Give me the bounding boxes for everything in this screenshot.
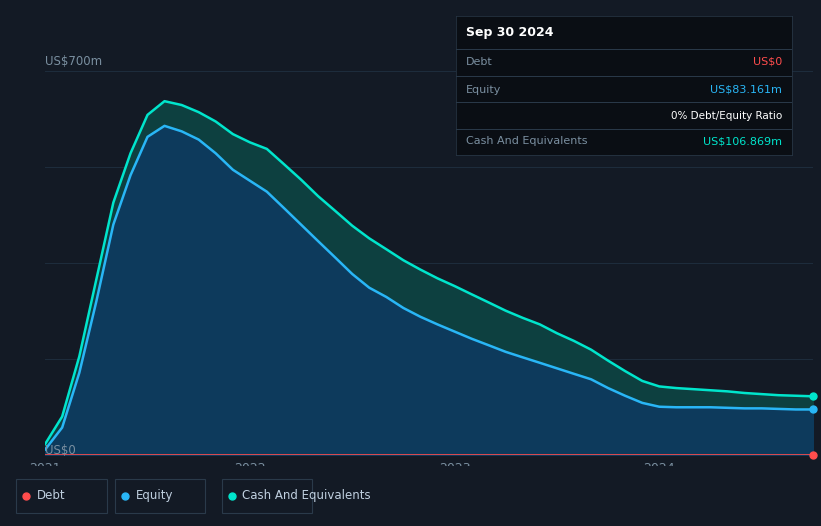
- Text: US$0: US$0: [45, 444, 76, 458]
- Text: Equity: Equity: [466, 85, 501, 95]
- Text: Cash And Equivalents: Cash And Equivalents: [242, 489, 371, 502]
- Text: US$700m: US$700m: [45, 55, 103, 68]
- Text: Sep 30 2024: Sep 30 2024: [466, 26, 553, 39]
- Text: US$83.161m: US$83.161m: [710, 85, 782, 95]
- Text: US$0: US$0: [753, 57, 782, 67]
- Text: Debt: Debt: [466, 57, 493, 67]
- Text: 0% Debt/Equity Ratio: 0% Debt/Equity Ratio: [671, 111, 782, 121]
- Text: Cash And Equivalents: Cash And Equivalents: [466, 136, 587, 146]
- Text: Debt: Debt: [37, 489, 66, 502]
- Text: US$106.869m: US$106.869m: [703, 136, 782, 146]
- Text: Equity: Equity: [135, 489, 173, 502]
